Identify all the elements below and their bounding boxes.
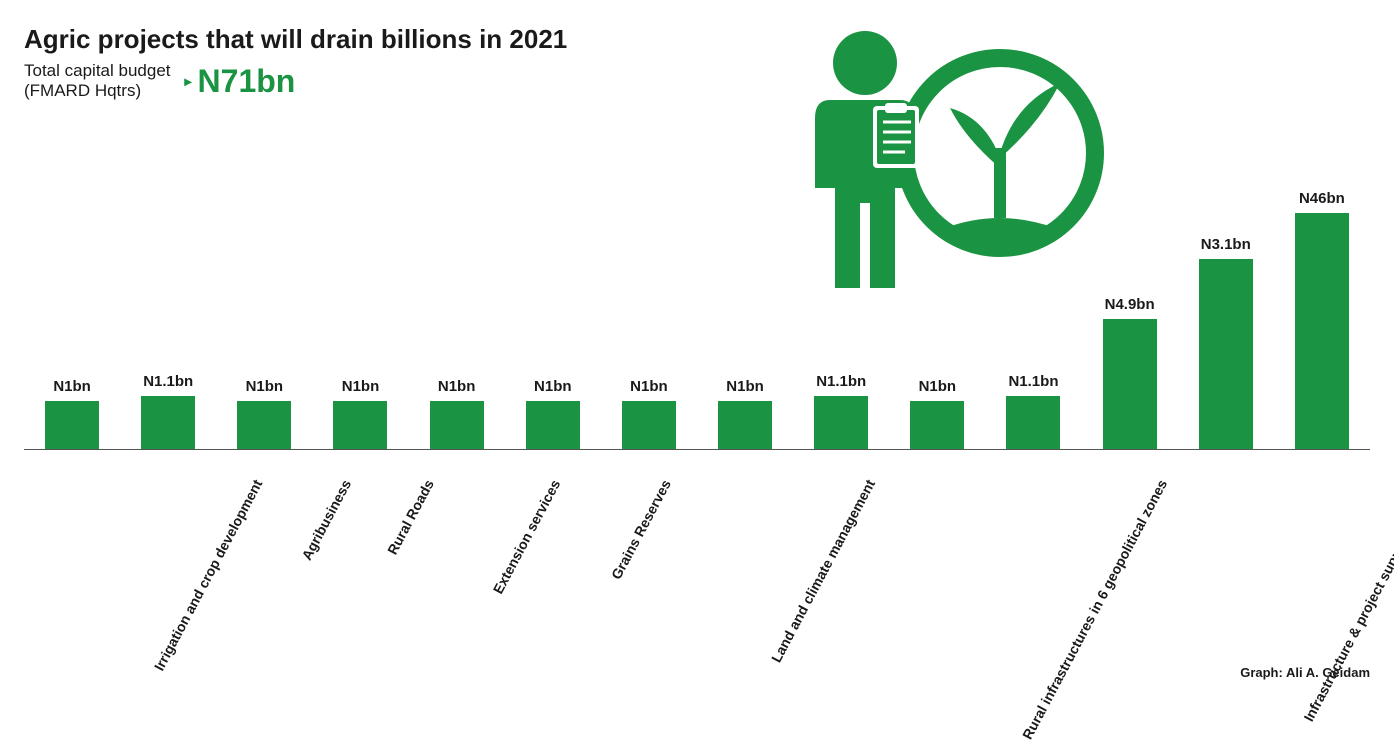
x-label-column: Infrastructure & project support service…: [1143, 458, 1394, 474]
bar: [1103, 319, 1157, 449]
x-axis-category-label: Grains Reserves: [608, 477, 674, 582]
x-axis-category-label: Infrastructure & project support service…: [1300, 477, 1394, 724]
x-label-column: Rural infrastructures in 6 geopolitical …: [851, 458, 1143, 474]
bar-value-label: N1bn: [438, 378, 476, 395]
x-label-column: Extension services: [409, 458, 536, 474]
total-amount: N71bn: [198, 63, 296, 100]
bar: [1295, 213, 1349, 449]
bar-column: N3.1bn: [1178, 190, 1274, 449]
graph-credit: Graph: Ali A. Geidam: [1240, 665, 1370, 680]
bar-column: N46bn: [1274, 190, 1370, 449]
bar-chart: N1bn N1.1bn N1bn N1bn N1bn N1bn N1bn N1bn N1.1bn…: [24, 190, 1370, 450]
bar-value-label: N4.9bn: [1105, 296, 1155, 313]
bar-value-label: N1bn: [919, 378, 957, 395]
x-axis-category-label: Agribusiness: [298, 477, 354, 563]
bar-value-label: N1.1bn: [143, 373, 193, 390]
chart-subtitle: Total capital budget (FMARD Hqtrs): [24, 61, 171, 102]
bar: [814, 396, 868, 449]
bar: [333, 401, 387, 449]
subtitle-line2: (FMARD Hqtrs): [24, 81, 141, 100]
bar: [622, 401, 676, 449]
bar-value-label: N46bn: [1299, 190, 1345, 207]
x-label-column: Irrigation and crop development: [24, 458, 238, 474]
bar: [430, 401, 484, 449]
bar: [45, 401, 99, 449]
bar-value-label: N1bn: [534, 378, 572, 395]
x-axis-labels: Irrigation and crop developmentAgribusin…: [24, 458, 1370, 474]
bar: [910, 401, 964, 449]
bar: [526, 401, 580, 449]
bar-value-label: N1bn: [630, 378, 668, 395]
bar-column: N1bn: [889, 190, 985, 449]
bar-value-label: N3.1bn: [1201, 236, 1251, 253]
x-label-column: Land and climate management: [646, 458, 851, 474]
bar: [141, 396, 195, 449]
bar-column: N1bn: [216, 190, 312, 449]
subtitle-row: Total capital budget (FMARD Hqtrs) ▸ N71…: [24, 61, 567, 102]
bar-column: N1.1bn: [120, 190, 216, 449]
x-axis-category-label: Rural infrastructures in 6 geopolitical …: [1019, 477, 1170, 742]
x-axis-category-label: Extension services: [490, 477, 564, 597]
total-budget-value: ▸ N71bn: [185, 63, 296, 100]
x-label-column: Rural Roads: [327, 458, 409, 474]
bar-value-label: N1bn: [53, 378, 91, 395]
bar: [1006, 396, 1060, 449]
x-label-column: Grains Reserves: [536, 458, 647, 474]
x-axis-category-label: Land and climate management: [768, 477, 878, 665]
bar-column: N1bn: [601, 190, 697, 449]
bar-column: N1bn: [505, 190, 601, 449]
chart-header: Agric projects that will drain billions …: [24, 24, 567, 102]
x-axis-category-label: Rural Roads: [384, 477, 437, 557]
bar-column: N1.1bn: [793, 190, 889, 449]
bar: [718, 401, 772, 449]
bar-value-label: N1bn: [342, 378, 380, 395]
x-axis-category-label: Irrigation and crop development: [151, 477, 266, 673]
subtitle-line1: Total capital budget: [24, 61, 171, 80]
bar-column: N1bn: [24, 190, 120, 449]
bar-column: N1bn: [697, 190, 793, 449]
bar-column: N1bn: [312, 190, 408, 449]
chart-title: Agric projects that will drain billions …: [24, 24, 567, 55]
bar-value-label: N1bn: [726, 378, 764, 395]
bar-column: N1.1bn: [985, 190, 1081, 449]
bars-container: N1bn N1.1bn N1bn N1bn N1bn N1bn N1bn N1bn N1.1bn…: [24, 190, 1370, 449]
bar-value-label: N1.1bn: [1008, 373, 1058, 390]
bar: [1199, 259, 1253, 449]
bar: [237, 401, 291, 449]
bar-value-label: N1.1bn: [816, 373, 866, 390]
arrow-icon: ▸: [185, 73, 192, 90]
bar-value-label: N1bn: [246, 378, 284, 395]
x-label-column: Agribusiness: [238, 458, 327, 474]
bar-column: N4.9bn: [1082, 190, 1178, 449]
bar-column: N1bn: [409, 190, 505, 449]
